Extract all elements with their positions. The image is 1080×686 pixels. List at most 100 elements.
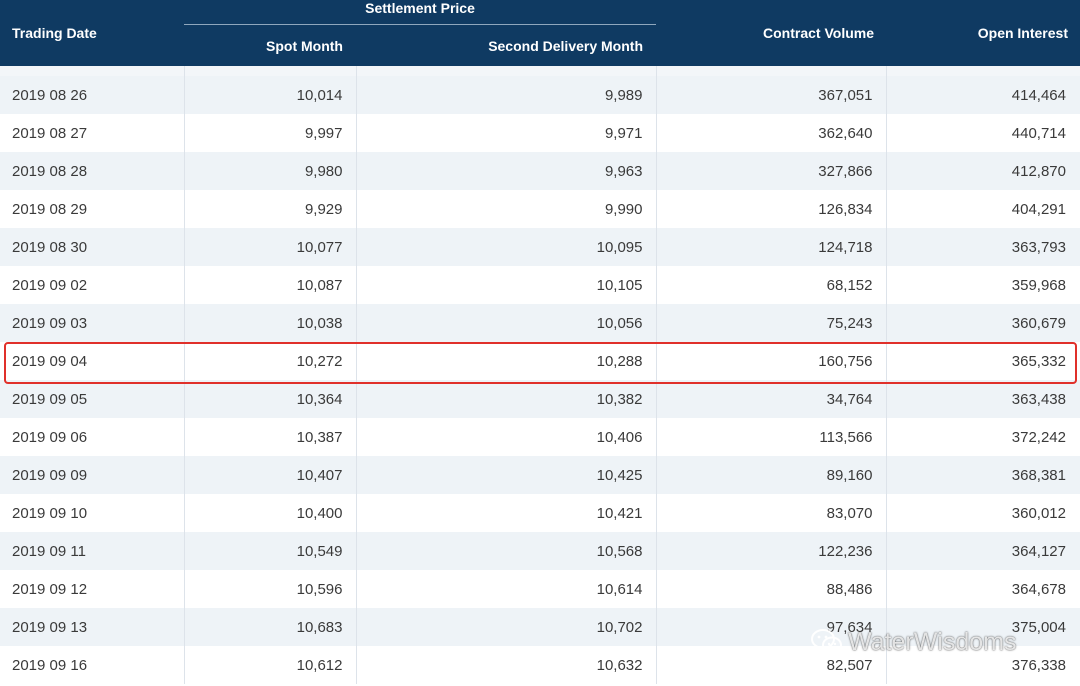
table-row[interactable]: 2019 08 29 9,929 9,990 126,834 404,291	[0, 190, 1080, 228]
cell-trading-date: 2019 09 09	[0, 456, 185, 494]
cell-open-interest: 364,127	[886, 532, 1080, 570]
table-row[interactable]: 2019 09 16 10,612 10,632 82,507 376,338	[0, 646, 1080, 684]
cell-open-interest: 365,332	[886, 342, 1080, 380]
cell-spot-month: 10,683	[184, 608, 357, 646]
header-divider	[184, 24, 656, 25]
cell-contract-volume: 75,243	[656, 304, 887, 342]
cell-trading-date: 2019 09 16	[0, 646, 185, 684]
cell-spot-month: 10,407	[184, 456, 357, 494]
cell-second-delivery-month: 10,702	[356, 608, 657, 646]
cell-contract-volume: 83,070	[656, 494, 887, 532]
cell-open-interest: 414,464	[886, 76, 1080, 114]
cell-open-interest: 363,793	[886, 228, 1080, 266]
cell-trading-date: 2019 09 06	[0, 418, 185, 456]
table-top-strip	[0, 66, 1080, 76]
cell-spot-month: 10,087	[184, 266, 357, 304]
cell-open-interest: 360,012	[886, 494, 1080, 532]
cell-contract-volume: 327,866	[656, 152, 887, 190]
cell-trading-date: 2019 09 10	[0, 494, 185, 532]
cell-spot-month: 10,077	[184, 228, 357, 266]
cell-trading-date: 2019 09 11	[0, 532, 185, 570]
cell-contract-volume: 122,236	[656, 532, 887, 570]
cell-second-delivery-month: 10,288	[356, 342, 657, 380]
cell-open-interest: 440,714	[886, 114, 1080, 152]
table-row[interactable]: 2019 09 06 10,387 10,406 113,566 372,242	[0, 418, 1080, 456]
cell-second-delivery-month: 10,095	[356, 228, 657, 266]
cell-spot-month: 10,272	[184, 342, 357, 380]
cell-contract-volume: 113,566	[656, 418, 887, 456]
cell-spot-month: 10,038	[184, 304, 357, 342]
cell-trading-date: 2019 08 28	[0, 152, 185, 190]
cell-second-delivery-month: 10,421	[356, 494, 657, 532]
cell-open-interest: 412,870	[886, 152, 1080, 190]
cell-second-delivery-month: 9,971	[356, 114, 657, 152]
table-row[interactable]: 2019 08 26 10,014 9,989 367,051 414,464	[0, 76, 1080, 114]
cell-contract-volume: 68,152	[656, 266, 887, 304]
table-row[interactable]: 2019 09 09 10,407 10,425 89,160 368,381	[0, 456, 1080, 494]
column-group-label: Settlement Price	[365, 0, 475, 16]
cell-second-delivery-month: 10,105	[356, 266, 657, 304]
column-header-open-interest[interactable]: Open Interest	[886, 0, 1080, 66]
cell-contract-volume: 124,718	[656, 228, 887, 266]
cell-open-interest: 360,679	[886, 304, 1080, 342]
column-group-settlement-price: Settlement Price	[184, 0, 656, 25]
cell-spot-month: 9,980	[184, 152, 357, 190]
column-header-spot-month[interactable]: Spot Month	[184, 25, 356, 66]
column-header-contract-volume[interactable]: Contract Volume	[656, 0, 886, 66]
cell-second-delivery-month: 9,990	[356, 190, 657, 228]
cell-spot-month: 9,997	[184, 114, 357, 152]
cell-open-interest: 372,242	[886, 418, 1080, 456]
cell-contract-volume: 89,160	[656, 456, 887, 494]
cell-second-delivery-month: 10,568	[356, 532, 657, 570]
cell-open-interest: 375,004	[886, 608, 1080, 646]
cell-contract-volume: 88,486	[656, 570, 887, 608]
column-header-trading-date[interactable]: Trading Date	[0, 0, 184, 66]
cell-trading-date: 2019 09 12	[0, 570, 185, 608]
cell-second-delivery-month: 10,056	[356, 304, 657, 342]
table-row[interactable]: 2019 09 04 10,272 10,288 160,756 365,332	[0, 342, 1080, 380]
cell-contract-volume: 160,756	[656, 342, 887, 380]
table-body: 2019 08 26 10,014 9,989 367,051 414,464 2019 …	[0, 66, 1080, 684]
cell-spot-month: 10,596	[184, 570, 357, 608]
cell-trading-date: 2019 09 03	[0, 304, 185, 342]
cell-second-delivery-month: 10,425	[356, 456, 657, 494]
cell-second-delivery-month: 9,989	[356, 76, 657, 114]
table-row[interactable]: 2019 08 30 10,077 10,095 124,718 363,793	[0, 228, 1080, 266]
cell-contract-volume: 367,051	[656, 76, 887, 114]
cell-second-delivery-month: 10,614	[356, 570, 657, 608]
table-row[interactable]: 2019 09 11 10,549 10,568 122,236 364,127	[0, 532, 1080, 570]
cell-second-delivery-month: 10,382	[356, 380, 657, 418]
cell-spot-month: 10,612	[184, 646, 357, 684]
cell-contract-volume: 126,834	[656, 190, 887, 228]
table-row[interactable]: 2019 09 13 10,683 10,702 97,634 375,004	[0, 608, 1080, 646]
table-row[interactable]: 2019 09 03 10,038 10,056 75,243 360,679	[0, 304, 1080, 342]
table-row[interactable]: 2019 09 12 10,596 10,614 88,486 364,678	[0, 570, 1080, 608]
table-row[interactable]: 2019 08 27 9,997 9,971 362,640 440,714	[0, 114, 1080, 152]
cell-trading-date: 2019 08 30	[0, 228, 185, 266]
cell-spot-month: 10,400	[184, 494, 357, 532]
cell-open-interest: 404,291	[886, 190, 1080, 228]
table-row[interactable]: 2019 09 10 10,400 10,421 83,070 360,012	[0, 494, 1080, 532]
cell-trading-date: 2019 08 27	[0, 114, 185, 152]
cell-open-interest: 364,678	[886, 570, 1080, 608]
cell-spot-month: 10,387	[184, 418, 357, 456]
cell-trading-date: 2019 09 13	[0, 608, 185, 646]
table-row[interactable]: 2019 08 28 9,980 9,963 327,866 412,870	[0, 152, 1080, 190]
cell-contract-volume: 34,764	[656, 380, 887, 418]
table-row[interactable]: 2019 09 02 10,087 10,105 68,152 359,968	[0, 266, 1080, 304]
cell-second-delivery-month: 10,632	[356, 646, 657, 684]
cell-contract-volume: 362,640	[656, 114, 887, 152]
cell-spot-month: 10,364	[184, 380, 357, 418]
table-row[interactable]: 2019 09 05 10,364 10,382 34,764 363,438	[0, 380, 1080, 418]
cell-open-interest: 359,968	[886, 266, 1080, 304]
cell-contract-volume: 82,507	[656, 646, 887, 684]
cell-trading-date: 2019 09 05	[0, 380, 185, 418]
column-header-second-delivery-month[interactable]: Second Delivery Month	[356, 25, 656, 66]
cell-second-delivery-month: 9,963	[356, 152, 657, 190]
table-header: Trading Date Settlement Price Contract V…	[0, 0, 1080, 66]
cell-spot-month: 9,929	[184, 190, 357, 228]
cell-trading-date: 2019 08 26	[0, 76, 185, 114]
cell-open-interest: 376,338	[886, 646, 1080, 684]
